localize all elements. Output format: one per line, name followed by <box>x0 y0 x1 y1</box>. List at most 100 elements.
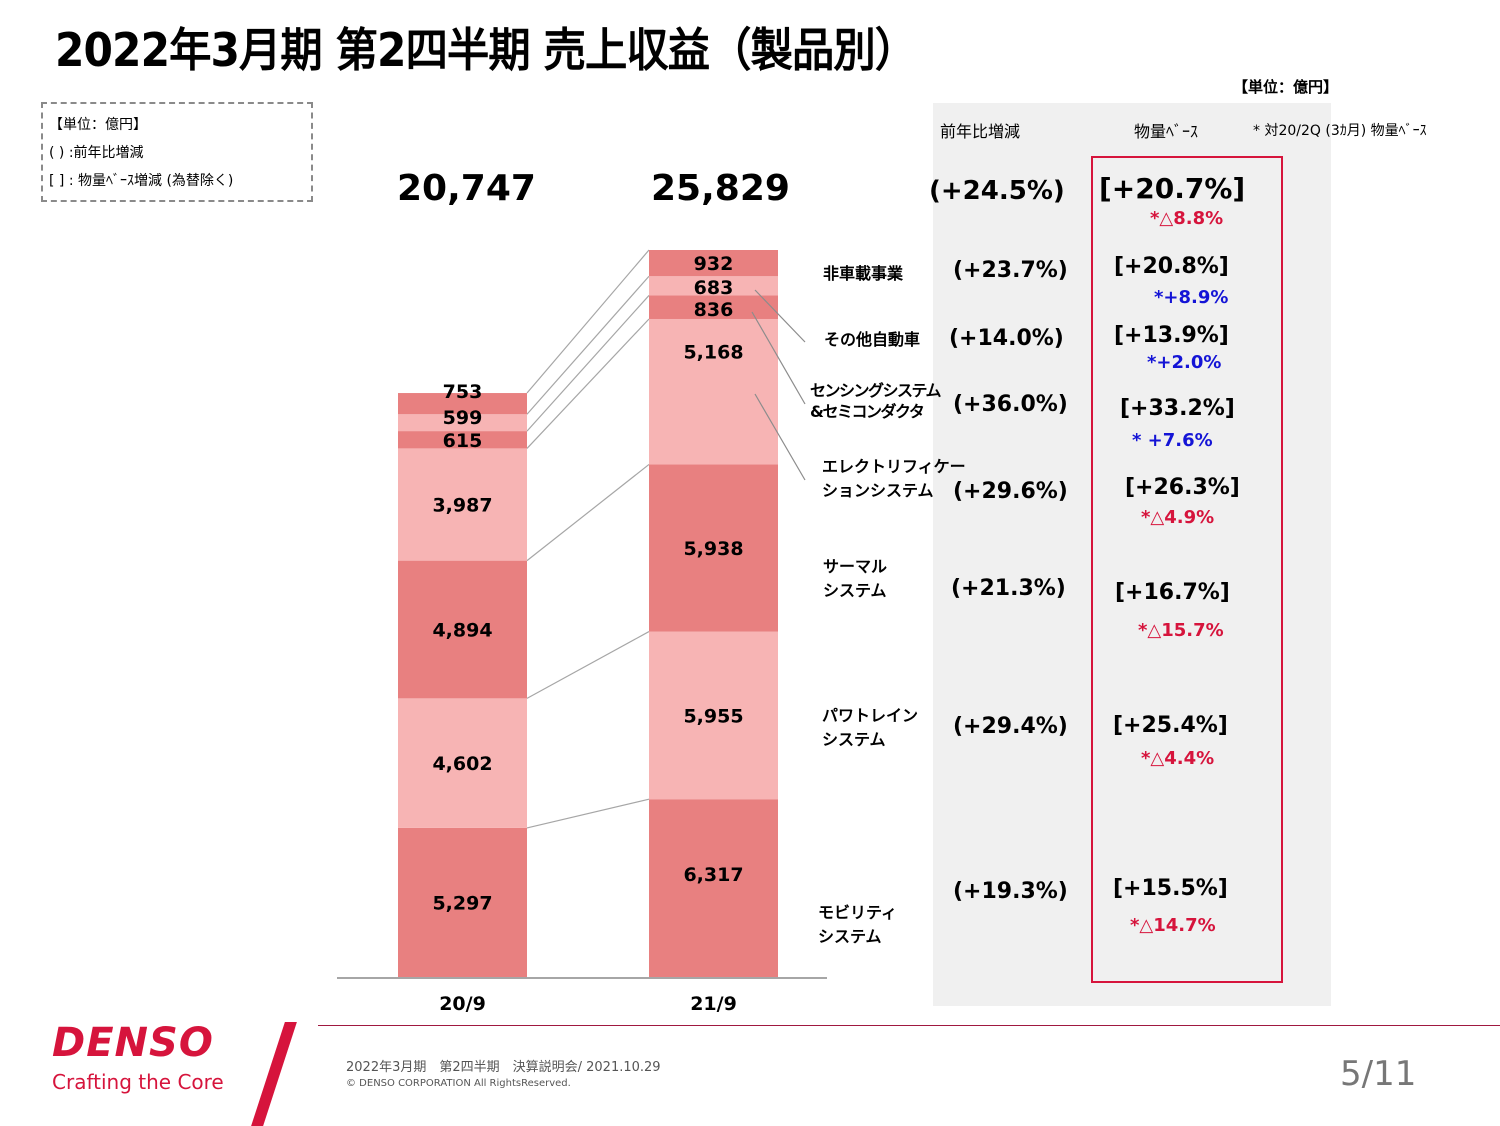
segment-value-label: 5,168 <box>683 342 743 364</box>
volume-value: [+16.7%] <box>1115 580 1230 605</box>
yoy-value: (+36.0%) <box>953 392 1068 417</box>
segment-value-label: 836 <box>694 299 734 321</box>
category-label: サーマル システム <box>823 555 887 603</box>
total-21-9: 25,829 <box>651 168 790 209</box>
category-line: システム <box>822 730 886 749</box>
volume-value: [+26.3%] <box>1125 475 1240 500</box>
bar-segment <box>649 250 778 277</box>
bar-segment <box>398 414 527 432</box>
bar-segment <box>398 560 527 699</box>
total-yoy: (+24.5%) <box>929 176 1065 206</box>
category-line: サーマル <box>823 557 888 576</box>
connector-line <box>526 275 650 415</box>
page-title: 2022年3月期 第2四半期 売上収益（製品別） <box>55 23 917 77</box>
legend-unit: 【単位：億円】 <box>49 117 147 133</box>
connector-line <box>526 318 650 449</box>
callout-line <box>754 289 806 343</box>
yoy-value: (+21.3%) <box>951 576 1066 601</box>
yoy-value: (+19.3%) <box>953 879 1068 904</box>
segment-value-label: 3,987 <box>432 495 492 517</box>
header-yoy: 前年比増減 <box>940 122 1021 141</box>
category-label: エレクトリフィケー ションシステム <box>822 455 966 503</box>
bar-segment <box>649 631 778 800</box>
vs-q-value: *△15.7% <box>1138 620 1224 641</box>
category-line: センシングシステム <box>810 381 942 400</box>
legend-box: 【単位：億円】 ( ) :前年比増減 [ ] : 物量ﾍﾞｰｽ増減 (為替除く) <box>41 102 313 202</box>
segment-value-label: 932 <box>694 253 734 275</box>
volume-value: [+33.2%] <box>1120 396 1235 421</box>
category-line: パワトレイン <box>822 706 919 725</box>
callout-line <box>751 311 806 405</box>
category-line: システム <box>823 581 887 600</box>
total-20-9: 20,747 <box>397 168 536 209</box>
segment-value-label: 6,317 <box>683 864 743 886</box>
bar-segment <box>649 799 778 977</box>
segment-value-label: 599 <box>443 407 483 429</box>
segment-value-label: 5,955 <box>683 705 743 727</box>
header-note: * 対20/2Q (3ｶ月) 物量ﾍﾞｰｽ <box>1253 123 1427 139</box>
yoy-value: (+29.6%) <box>953 479 1068 504</box>
category-line: &セミコンダクタ <box>810 402 925 421</box>
bar-segment <box>398 448 527 561</box>
total-volume: [+20.7%] <box>1099 172 1246 205</box>
segment-value-label: 4,894 <box>432 620 492 642</box>
connector-line <box>526 295 650 432</box>
segment-value-label: 753 <box>443 381 483 403</box>
yoy-value: (+29.4%) <box>953 714 1068 739</box>
category-label: センシングシステム &セミコンダクタ <box>810 380 942 422</box>
yoy-value: (+14.0%) <box>949 326 1064 351</box>
connector-line <box>526 249 650 394</box>
category-line: システム <box>818 927 882 946</box>
bar-segment <box>398 827 527 977</box>
segment-value-label: 4,602 <box>432 753 492 775</box>
segment-value-label: 5,297 <box>432 892 492 914</box>
volume-value: [+13.9%] <box>1114 323 1229 348</box>
vs-q-value: * +7.6% <box>1132 430 1213 451</box>
page-number: 5/11 <box>1340 1054 1417 1094</box>
footer-divider <box>318 1025 1500 1026</box>
bar-segment <box>398 393 527 415</box>
x-axis-tick-label: 20/9 <box>439 993 486 1015</box>
legend-bracket: [ ] : 物量ﾍﾞｰｽ増減 (為替除く) <box>49 173 234 189</box>
segment-value-label: 683 <box>694 277 734 299</box>
unit-label: 【単位：億円】 <box>1233 78 1339 96</box>
connector-line <box>526 631 650 699</box>
bar-segment <box>649 318 778 465</box>
x-axis-tick-label: 21/9 <box>690 993 737 1015</box>
callout-line <box>754 393 806 481</box>
volume-highlight-box <box>1091 156 1283 983</box>
bar-segment <box>398 431 527 449</box>
connector-line <box>526 463 650 562</box>
legend-paren: ( ) :前年比増減 <box>49 145 144 161</box>
category-label: 非車載事業 <box>823 264 904 283</box>
segment-value-label: 5,938 <box>683 538 743 560</box>
vs-q-value: *△4.4% <box>1141 748 1215 769</box>
volume-value: [+25.4%] <box>1113 713 1228 738</box>
category-line: モビリティ <box>818 903 898 922</box>
bar-segment <box>398 698 527 828</box>
denso-logo: DENSO <box>52 1020 214 1066</box>
bar-segment <box>649 464 778 632</box>
vs-q-value: *+2.0% <box>1147 352 1222 373</box>
footer-copyright: © DENSO CORPORATION All RightsReserved. <box>346 1078 571 1089</box>
tagline: Crafting the Core <box>52 1070 224 1094</box>
vs-q-value: *△14.7% <box>1130 915 1216 936</box>
segment-value-label: 615 <box>443 430 483 452</box>
category-label: パワトレイン システム <box>822 704 918 752</box>
category-label: モビリティ システム <box>818 901 897 949</box>
vs-q-value: *△4.9% <box>1141 507 1215 528</box>
volume-value: [+20.8%] <box>1114 254 1229 279</box>
connector-line <box>526 798 650 829</box>
category-line: ションシステム <box>822 481 934 500</box>
category-line: エレクトリフィケー <box>822 457 966 476</box>
header-volume: 物量ﾍﾞｰｽ <box>1134 122 1199 141</box>
volume-value: [+15.5%] <box>1113 876 1228 901</box>
footer-event: 2022年3月期 第2四半期 決算説明会/ 2021.10.29 <box>346 1060 661 1075</box>
bar-segment <box>649 276 778 296</box>
category-label: その他自動車 <box>824 330 921 349</box>
vs-q-value: *+8.9% <box>1154 287 1229 308</box>
yoy-value: (+23.7%) <box>953 258 1068 283</box>
total-vs-q: *△8.8% <box>1150 208 1224 229</box>
bar-segment <box>649 295 778 319</box>
